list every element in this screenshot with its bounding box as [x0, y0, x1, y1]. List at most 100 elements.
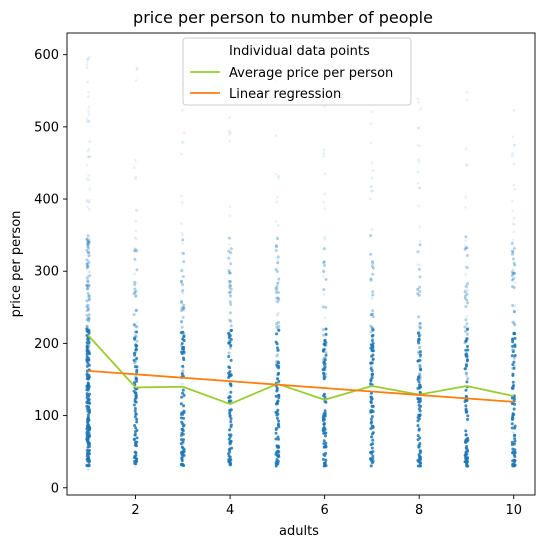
x-tick-label: 10 [505, 503, 522, 518]
data-point [274, 323, 278, 327]
data-point [464, 399, 468, 403]
data-point [227, 279, 231, 283]
data-point [464, 433, 468, 437]
data-point [370, 326, 374, 330]
data-point [86, 416, 90, 420]
data-point [277, 396, 281, 400]
data-point [86, 279, 90, 283]
data-point [180, 201, 184, 204]
data-point [182, 416, 186, 420]
data-point [417, 324, 420, 328]
data-point [512, 460, 516, 464]
data-point [513, 423, 517, 427]
data-point [511, 222, 515, 226]
data-point [416, 250, 420, 254]
legend-box [182, 37, 412, 106]
data-point [511, 238, 515, 242]
data-point [86, 382, 90, 386]
data-point [86, 346, 90, 350]
x-axis-ticks: 2 4 6 8 10 [131, 495, 522, 518]
data-point [88, 261, 91, 265]
data-point [275, 325, 279, 329]
data-point [182, 252, 185, 256]
data-point [179, 344, 183, 348]
data-point [321, 368, 325, 372]
data-point [511, 151, 515, 155]
data-point [465, 292, 469, 296]
data-point [228, 116, 231, 120]
data-point [370, 448, 374, 452]
data-point [416, 126, 420, 130]
data-point [418, 378, 422, 381]
data-point [85, 318, 89, 322]
data-point [417, 100, 421, 104]
data-point [418, 350, 422, 354]
data-point [513, 323, 517, 327]
data-point [418, 290, 422, 294]
data-point [466, 288, 470, 292]
data-point [371, 315, 375, 319]
data-point [322, 373, 326, 377]
data-point [227, 399, 231, 403]
data-point [321, 268, 325, 272]
data-point [369, 400, 373, 404]
x-tick-label: 6 [320, 503, 328, 518]
data-point [369, 141, 373, 145]
x-tick-label: 4 [226, 503, 234, 518]
data-point [323, 363, 327, 367]
data-point [512, 462, 516, 466]
data-point [180, 443, 184, 447]
data-point [180, 411, 184, 415]
data-point [370, 354, 374, 358]
data-point [181, 238, 185, 242]
data-point [275, 332, 279, 336]
data-point [323, 237, 327, 241]
data-point [370, 161, 374, 165]
data-point [227, 454, 231, 458]
data-point [418, 409, 422, 413]
data-point [323, 172, 327, 176]
data-point [323, 376, 326, 379]
data-point [85, 200, 89, 204]
data-point [510, 422, 514, 426]
data-point [277, 329, 281, 333]
data-point [466, 301, 470, 305]
data-point [419, 376, 422, 379]
data-point [465, 91, 469, 94]
data-point [418, 333, 422, 337]
data-point [227, 256, 231, 260]
data-point [418, 354, 422, 358]
data-point [88, 198, 91, 202]
data-point [87, 452, 91, 456]
data-point [418, 375, 422, 379]
data-point [512, 356, 516, 360]
data-point [227, 376, 231, 380]
data-point [229, 358, 233, 362]
data-point [275, 402, 279, 406]
data-point [87, 236, 91, 240]
data-point [511, 348, 515, 352]
data-point [465, 360, 469, 364]
data-point [85, 341, 89, 345]
data-point [228, 346, 232, 350]
data-point [277, 425, 281, 429]
data-point [133, 406, 137, 410]
data-point [323, 464, 327, 468]
data-point [229, 373, 233, 377]
data-point [512, 413, 516, 417]
data-point [510, 241, 514, 245]
data-point [276, 313, 280, 316]
data-point [135, 208, 139, 212]
data-point [274, 220, 278, 223]
data-point [182, 260, 186, 264]
data-point [417, 315, 421, 319]
data-point [180, 319, 184, 323]
data-point [465, 460, 469, 464]
data-point [277, 393, 281, 397]
data-point [324, 427, 328, 430]
data-point [134, 443, 138, 447]
data-point [464, 239, 467, 243]
data-point [464, 371, 468, 375]
data-point [465, 380, 469, 384]
data-point [463, 294, 467, 298]
